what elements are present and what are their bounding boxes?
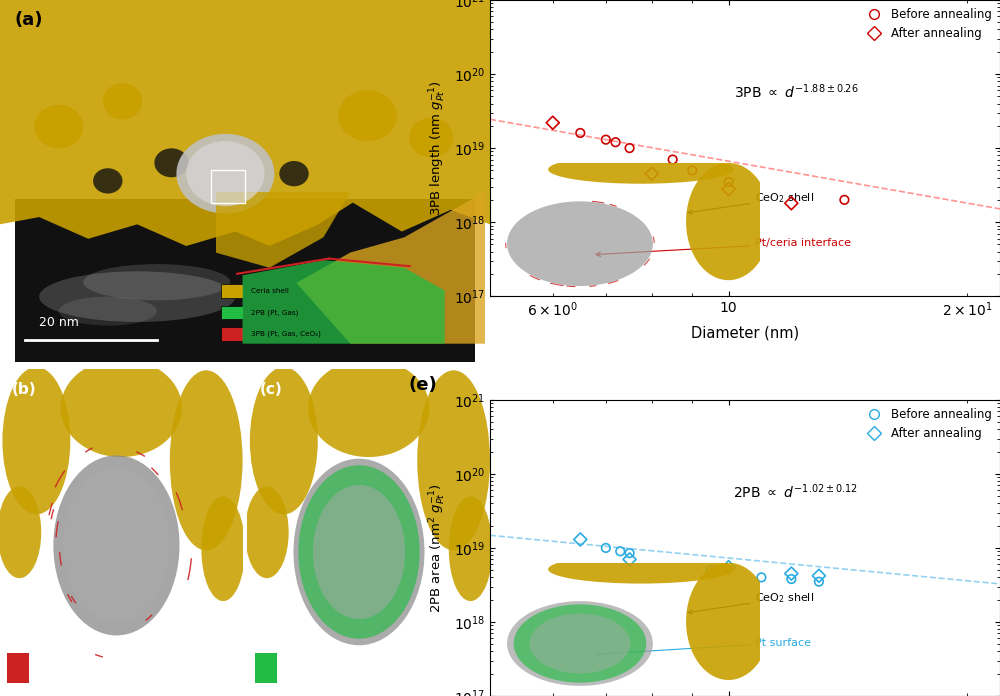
Ellipse shape	[298, 465, 420, 639]
Point	[598, 542, 614, 553]
Y-axis label: 3PB length (nm $g_{Pt}^{-1}$): 3PB length (nm $g_{Pt}^{-1}$)	[428, 80, 448, 216]
Ellipse shape	[201, 496, 245, 601]
Legend: Before annealing, After annealing: Before annealing, After annealing	[860, 406, 994, 443]
Ellipse shape	[308, 359, 429, 457]
Point	[811, 570, 827, 581]
Ellipse shape	[294, 459, 425, 645]
Polygon shape	[15, 199, 475, 362]
Text: 20 nm: 20 nm	[39, 315, 79, 329]
Text: 2PB (Pt, Gas): 2PB (Pt, Gas)	[284, 664, 339, 672]
Ellipse shape	[338, 90, 397, 141]
Text: 3PB (Pt, Gas, CeO₂): 3PB (Pt, Gas, CeO₂)	[36, 664, 110, 672]
Point	[665, 154, 681, 165]
Ellipse shape	[103, 84, 142, 120]
Ellipse shape	[170, 370, 243, 551]
Ellipse shape	[83, 264, 230, 300]
Text: 10 nm: 10 nm	[393, 652, 424, 662]
Bar	[211, 170, 245, 203]
Point	[644, 168, 660, 180]
X-axis label: Diameter (nm): Diameter (nm)	[691, 325, 799, 340]
Point	[783, 568, 799, 579]
Text: Pt/ceria interface: Pt/ceria interface	[596, 238, 851, 256]
Text: 2PB $\propto$ $d^{-1.02\pm0.12}$: 2PB $\propto$ $d^{-1.02\pm0.12}$	[733, 482, 859, 500]
Point	[684, 165, 700, 176]
Point	[721, 562, 737, 573]
Ellipse shape	[34, 105, 83, 148]
Ellipse shape	[417, 370, 490, 551]
Point	[622, 554, 638, 565]
Ellipse shape	[93, 168, 122, 193]
Text: 3PB $\propto$ $d^{-1.88\pm0.26}$: 3PB $\propto$ $d^{-1.88\pm0.26}$	[734, 82, 858, 101]
Text: (b): (b)	[12, 382, 37, 397]
Text: CeO$_2$ shell: CeO$_2$ shell	[688, 592, 814, 614]
Point	[598, 134, 614, 145]
Text: (e): (e)	[408, 376, 437, 394]
Point	[622, 548, 638, 559]
Point	[612, 546, 628, 557]
Polygon shape	[0, 0, 490, 246]
Ellipse shape	[313, 485, 405, 619]
Ellipse shape	[250, 367, 318, 514]
Ellipse shape	[449, 496, 492, 601]
Point	[783, 198, 799, 209]
Ellipse shape	[245, 487, 289, 578]
Ellipse shape	[2, 367, 70, 514]
Point	[572, 534, 588, 545]
Point	[622, 143, 638, 154]
Text: CeO$_2$ shell: CeO$_2$ shell	[688, 191, 814, 214]
Point	[811, 576, 827, 587]
Ellipse shape	[61, 359, 182, 457]
Ellipse shape	[63, 468, 170, 622]
Text: Pt surface: Pt surface	[596, 638, 811, 656]
Point	[783, 574, 799, 585]
Ellipse shape	[154, 148, 189, 177]
Point	[721, 184, 737, 195]
Bar	[7, 654, 29, 683]
Ellipse shape	[176, 134, 274, 214]
Text: (a): (a)	[15, 11, 43, 29]
Ellipse shape	[59, 296, 157, 326]
Point	[703, 564, 719, 576]
Bar	[255, 654, 277, 683]
Ellipse shape	[0, 487, 41, 578]
Point	[545, 117, 561, 128]
Point	[721, 176, 737, 187]
Ellipse shape	[409, 118, 453, 157]
Ellipse shape	[279, 161, 309, 187]
Text: 10 nm: 10 nm	[146, 652, 177, 662]
Point	[753, 572, 769, 583]
Y-axis label: 2PB area (nm$^2$ $g_{Pt}^{-1}$): 2PB area (nm$^2$ $g_{Pt}^{-1}$)	[428, 483, 448, 613]
Legend: Before annealing, After annealing: Before annealing, After annealing	[860, 6, 994, 42]
Ellipse shape	[53, 455, 180, 635]
Text: (c): (c)	[260, 382, 282, 397]
Point	[608, 136, 624, 148]
Ellipse shape	[186, 141, 265, 206]
Point	[572, 127, 588, 139]
Point	[836, 194, 852, 205]
Ellipse shape	[39, 271, 235, 322]
